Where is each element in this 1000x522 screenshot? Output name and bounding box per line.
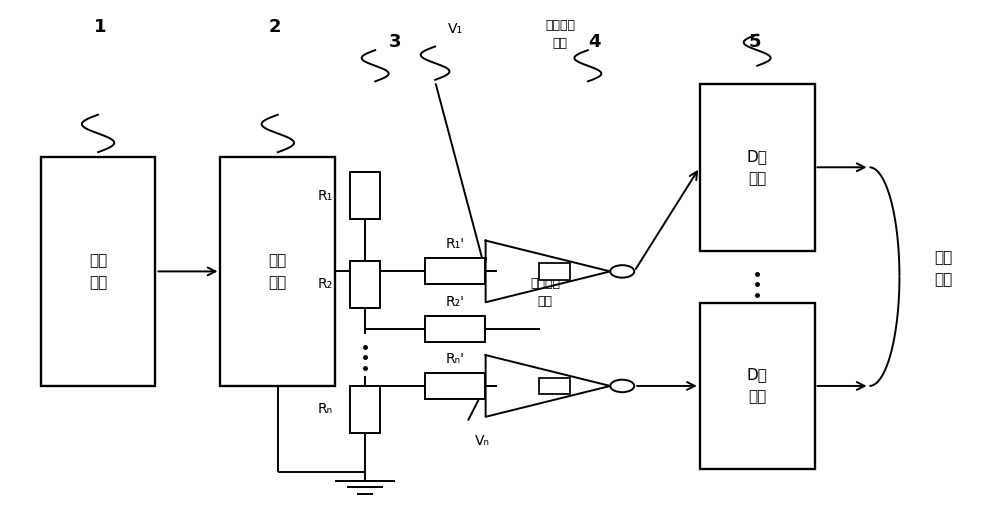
Bar [425, 258, 485, 284]
Text: V₁: V₁ [448, 22, 463, 37]
Text: 斯密特触
发器: 斯密特触 发器 [530, 277, 560, 308]
Bar [350, 172, 380, 219]
Text: R₂': R₂' [446, 294, 465, 309]
Circle shape [610, 265, 634, 278]
Bar [425, 316, 485, 342]
Bar [700, 84, 815, 251]
Bar [425, 373, 485, 399]
Text: 罗氏
线圈: 罗氏 线圈 [89, 253, 107, 290]
Circle shape [610, 379, 634, 392]
Text: 5: 5 [748, 33, 761, 51]
Text: Rₙ: Rₙ [318, 402, 333, 417]
Text: R₂: R₂ [318, 277, 333, 291]
Text: 后级
电路: 后级 电路 [934, 250, 953, 288]
Bar [41, 157, 155, 386]
Text: 斯密特触
发器: 斯密特触 发器 [545, 19, 575, 50]
Bar [539, 378, 570, 394]
Bar [700, 303, 815, 469]
Bar [350, 261, 380, 308]
Text: R₁: R₁ [318, 189, 333, 203]
Text: D触
发器: D触 发器 [747, 367, 768, 405]
Bar [539, 263, 570, 280]
Text: D触
发器: D触 发器 [747, 149, 768, 186]
Bar [350, 386, 380, 433]
Text: 4: 4 [589, 33, 601, 51]
Text: 3: 3 [389, 33, 401, 51]
Text: Vₙ: Vₙ [475, 434, 490, 447]
Text: 整流
电路: 整流 电路 [269, 253, 287, 290]
Text: 2: 2 [269, 18, 282, 35]
Text: R₁': R₁' [446, 238, 465, 251]
Text: Rₙ': Rₙ' [446, 352, 465, 366]
Bar [220, 157, 335, 386]
Text: 1: 1 [94, 18, 107, 35]
